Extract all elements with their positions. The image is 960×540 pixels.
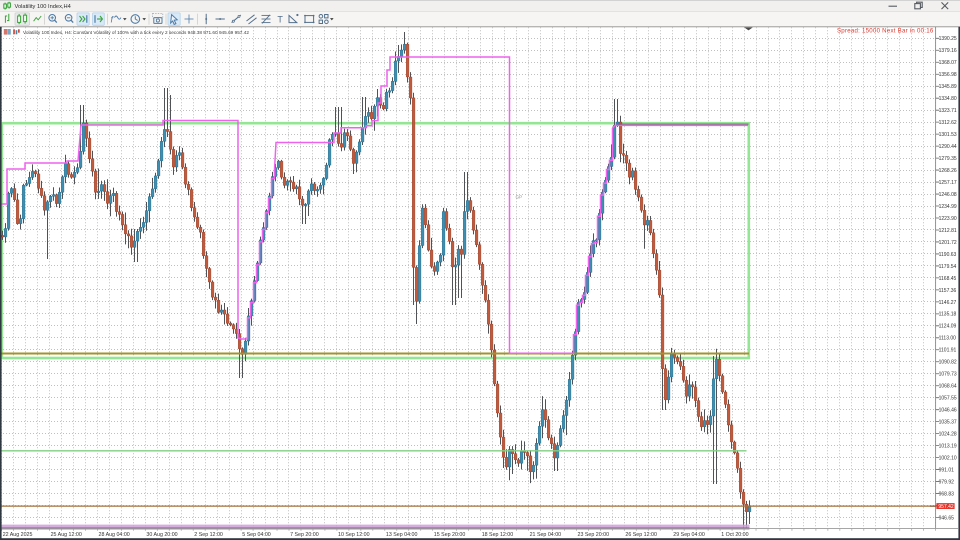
svg-text:1312.62: 1312.62 <box>939 120 957 126</box>
svg-text:1146.27: 1146.27 <box>939 300 957 306</box>
svg-text:5 Sep 04:00: 5 Sep 04:00 <box>242 532 271 538</box>
svg-text:979.92: 979.92 <box>939 479 955 485</box>
svg-text:968.83: 968.83 <box>939 491 955 497</box>
svg-text:1301.53: 1301.53 <box>939 132 957 138</box>
svg-text:1002.10: 1002.10 <box>939 456 957 462</box>
svg-text:1201.72: 1201.72 <box>939 240 957 246</box>
svg-text:1101.91: 1101.91 <box>939 348 957 354</box>
svg-text:Volatility 100 Index, H4: Con: Volatility 100 Index, H4: Constant Volat… <box>23 30 249 35</box>
svg-text:1035.37: 1035.37 <box>939 420 957 426</box>
svg-text:1013.19: 1013.19 <box>939 444 957 450</box>
svg-text:1390.25: 1390.25 <box>939 36 957 42</box>
svg-text:29 Sep 04:00: 29 Sep 04:00 <box>673 532 705 538</box>
svg-text:15 Sep 20:00: 15 Sep 20:00 <box>434 532 466 538</box>
svg-text:957.42: 957.42 <box>938 504 954 510</box>
svg-text:1179.54: 1179.54 <box>939 264 957 270</box>
svg-text:946.65: 946.65 <box>939 515 955 521</box>
svg-text:1113.00: 1113.00 <box>939 336 957 342</box>
svg-text:1168.45: 1168.45 <box>939 276 957 282</box>
svg-text:1323.71: 1323.71 <box>939 108 957 114</box>
svg-text:1345.89: 1345.89 <box>939 84 957 90</box>
svg-text:1190.63: 1190.63 <box>939 252 957 258</box>
svg-text:1268.26: 1268.26 <box>939 168 957 174</box>
svg-text:1068.64: 1068.64 <box>939 384 957 390</box>
svg-text:1234.99: 1234.99 <box>939 204 957 210</box>
svg-text:1124.09: 1124.09 <box>939 324 957 330</box>
svg-text:T: T <box>277 15 283 25</box>
svg-text:30 Aug 20:00: 30 Aug 20:00 <box>146 532 177 538</box>
svg-text:22 Aug 2025: 22 Aug 2025 <box>3 532 33 538</box>
svg-text:f: f <box>111 14 115 24</box>
svg-text:26 Sep 12:00: 26 Sep 12:00 <box>625 532 657 538</box>
svg-text:1024.28: 1024.28 <box>939 432 957 438</box>
svg-text:991.01: 991.01 <box>939 467 955 473</box>
svg-text:23 Sep 20:00: 23 Sep 20:00 <box>578 532 610 538</box>
svg-text:1246.08: 1246.08 <box>939 192 957 198</box>
svg-text:1212.81: 1212.81 <box>939 228 957 234</box>
svg-text:1279.35: 1279.35 <box>939 156 957 162</box>
svg-text:25 Aug 12:00: 25 Aug 12:00 <box>51 532 82 538</box>
svg-text:Volatility 100 Index,H4: Volatility 100 Index,H4 <box>15 4 71 10</box>
svg-text:7 Sep 20:00: 7 Sep 20:00 <box>290 532 319 538</box>
svg-text:1135.18: 1135.18 <box>939 312 957 318</box>
svg-text:1079.73: 1079.73 <box>939 372 957 378</box>
svg-text:1157.36: 1157.36 <box>939 288 957 294</box>
svg-text:1368.07: 1368.07 <box>939 60 957 66</box>
svg-text:28 Aug 04:00: 28 Aug 04:00 <box>99 532 130 538</box>
svg-text:2 Sep 12:00: 2 Sep 12:00 <box>194 532 223 538</box>
svg-text:1057.55: 1057.55 <box>939 396 957 402</box>
svg-text:10 Sep 12:00: 10 Sep 12:00 <box>338 532 370 538</box>
svg-text:1257.17: 1257.17 <box>939 180 957 186</box>
svg-text:1379.16: 1379.16 <box>939 48 957 54</box>
svg-text:18 Sep 12:00: 18 Sep 12:00 <box>482 532 514 538</box>
svg-text:Spread: 15000 Next Bar in 00:1: Spread: 15000 Next Bar in 00:16 <box>837 28 934 35</box>
svg-text:1290.44: 1290.44 <box>939 144 957 150</box>
svg-text:1334.80: 1334.80 <box>939 96 957 102</box>
svg-text:1 Oct 20:00: 1 Oct 20:00 <box>721 532 748 538</box>
svg-text:1223.90: 1223.90 <box>939 216 957 222</box>
svg-text:GP: GP <box>516 195 523 200</box>
svg-text:1090.82: 1090.82 <box>939 360 957 366</box>
svg-text:1356.98: 1356.98 <box>939 72 957 78</box>
svg-text:13 Sep 04:00: 13 Sep 04:00 <box>386 532 418 538</box>
svg-text:1046.46: 1046.46 <box>939 408 957 414</box>
svg-text:21 Sep 04:00: 21 Sep 04:00 <box>530 532 562 538</box>
